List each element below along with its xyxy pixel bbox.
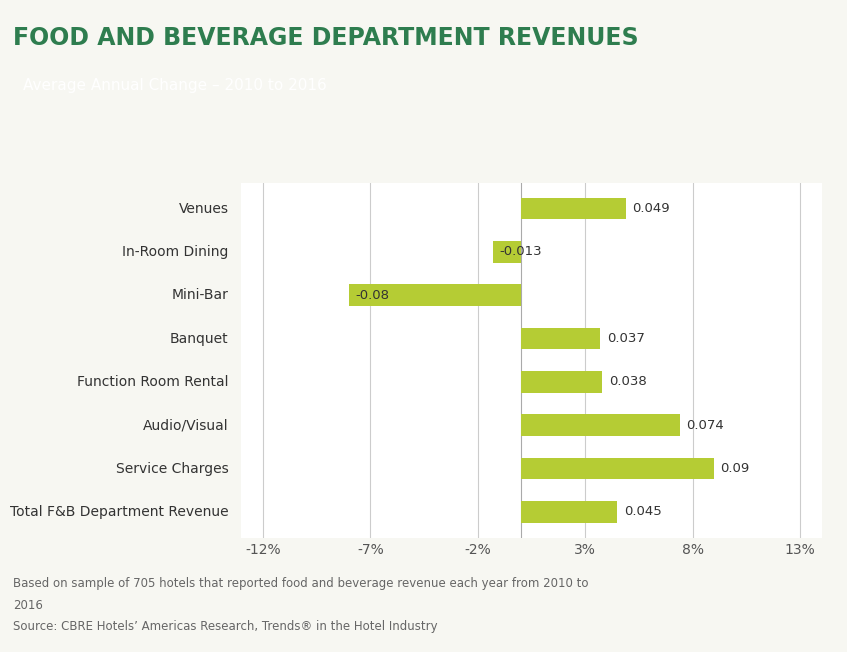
- Bar: [493, 241, 521, 263]
- Text: Based on sample of 705 hotels that reported food and beverage revenue each year : Based on sample of 705 hotels that repor…: [13, 577, 588, 590]
- Text: Service Charges: Service Charges: [116, 462, 229, 475]
- Text: Source: CBRE Hotels’ Americas Research, Trends® in the Hotel Industry: Source: CBRE Hotels’ Americas Research, …: [13, 620, 437, 633]
- Text: 0.074: 0.074: [686, 419, 724, 432]
- Text: 0.049: 0.049: [633, 202, 670, 215]
- Text: Total F&B Department Revenue: Total F&B Department Revenue: [10, 505, 229, 519]
- Text: Mini-Bar: Mini-Bar: [172, 288, 229, 303]
- Bar: [521, 458, 714, 479]
- Text: Function Room Rental: Function Room Rental: [77, 375, 229, 389]
- Text: 0.09: 0.09: [721, 462, 750, 475]
- Text: Venues: Venues: [179, 201, 229, 216]
- Text: 0.037: 0.037: [606, 332, 645, 345]
- Text: 2016: 2016: [13, 599, 42, 612]
- Text: In-Room Dining: In-Room Dining: [122, 245, 229, 259]
- Bar: [521, 371, 602, 393]
- Text: Average Annual Change – 2010 to 2016: Average Annual Change – 2010 to 2016: [23, 78, 326, 93]
- Text: -0.013: -0.013: [499, 245, 542, 258]
- Bar: [521, 501, 617, 523]
- Text: -0.08: -0.08: [355, 289, 390, 302]
- Bar: [521, 328, 601, 349]
- Text: 0.038: 0.038: [609, 376, 646, 389]
- Text: Audio/Visual: Audio/Visual: [143, 418, 229, 432]
- Bar: [521, 415, 680, 436]
- Text: 0.045: 0.045: [624, 505, 662, 518]
- Text: Banquet: Banquet: [170, 332, 229, 346]
- Bar: [521, 198, 626, 219]
- Text: FOOD AND BEVERAGE DEPARTMENT REVENUES: FOOD AND BEVERAGE DEPARTMENT REVENUES: [13, 26, 639, 50]
- Bar: [349, 284, 521, 306]
